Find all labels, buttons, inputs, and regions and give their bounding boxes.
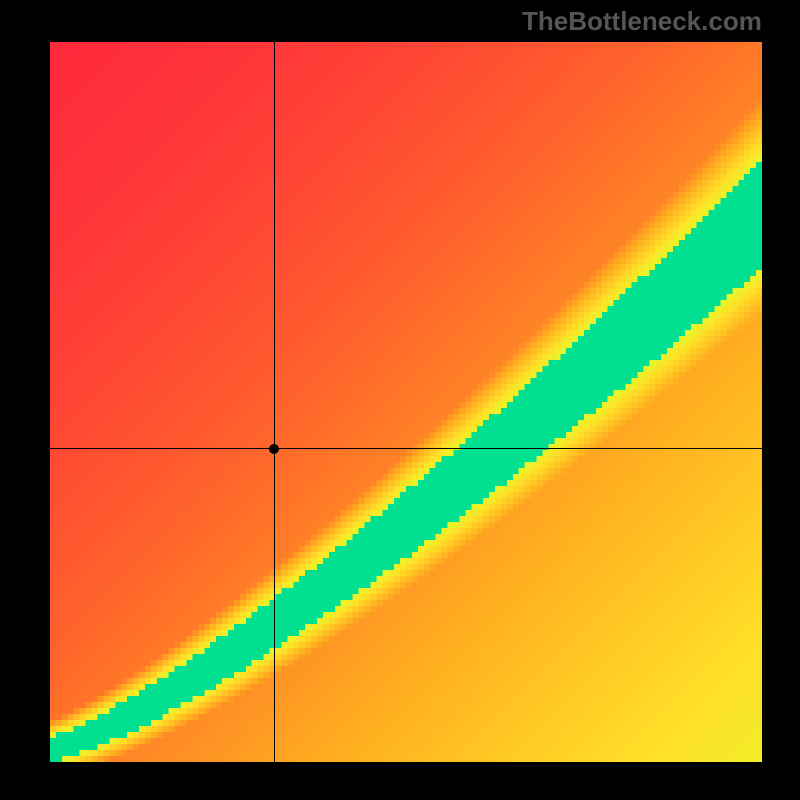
chart-container: TheBottleneck.com [0, 0, 800, 800]
watermark-text: TheBottleneck.com [522, 6, 762, 37]
crosshair-horizontal [50, 448, 762, 449]
crosshair-vertical [274, 42, 275, 762]
bottleneck-heatmap [50, 42, 762, 762]
